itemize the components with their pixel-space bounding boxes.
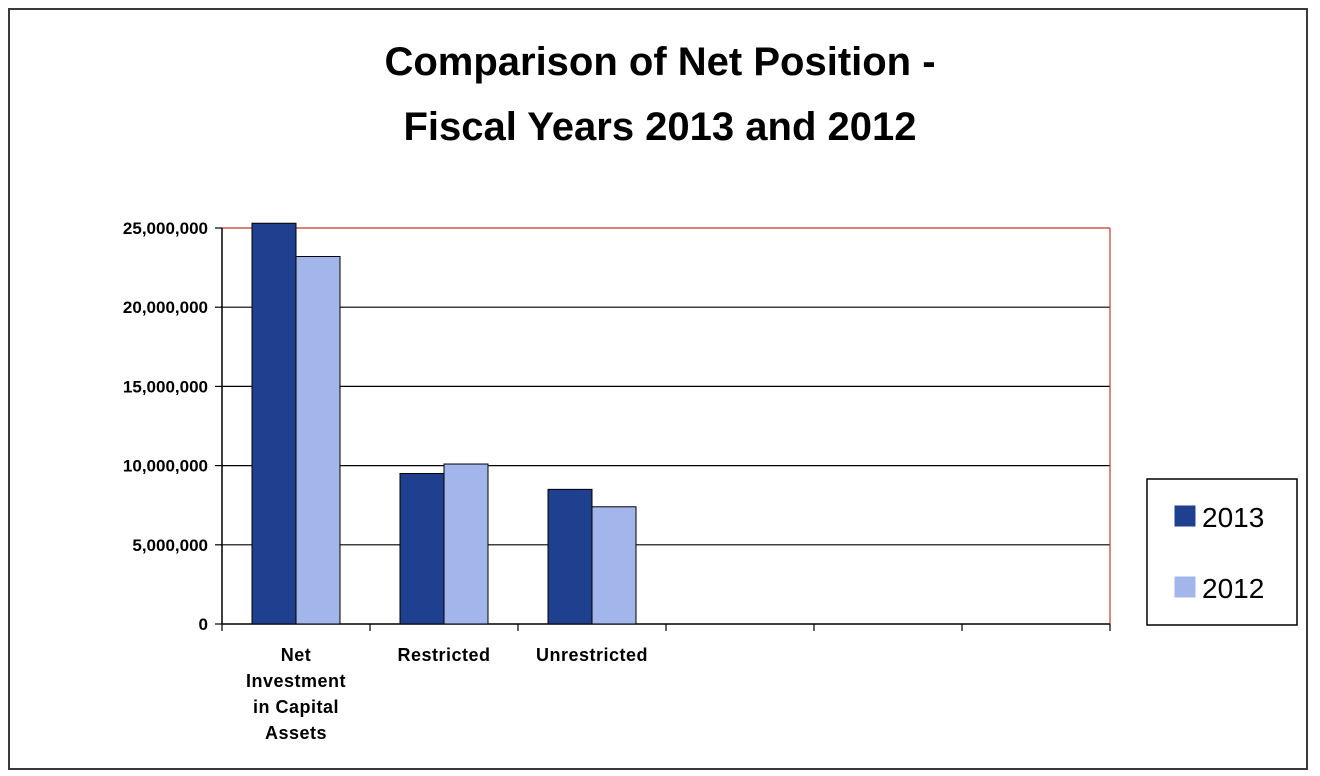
bar-2013 xyxy=(251,222,297,625)
y-tick-label: 10,000,000 xyxy=(123,457,208,476)
x-category-label: Investment xyxy=(246,671,346,691)
bar-2013 xyxy=(399,473,445,625)
y-tick-label: 15,000,000 xyxy=(123,377,208,396)
bar-2013 xyxy=(547,488,593,625)
legend-swatch-2013 xyxy=(1174,505,1196,527)
bar-2012 xyxy=(591,506,637,625)
bar-2012 xyxy=(443,463,489,625)
legend-swatch-2012 xyxy=(1174,576,1196,598)
legend-label: 2013 xyxy=(1202,502,1264,533)
x-category-label: Unrestricted xyxy=(536,645,648,665)
chart-frame xyxy=(8,8,1308,770)
legend-box xyxy=(1146,478,1298,626)
y-tick-label: 20,000,000 xyxy=(123,298,208,317)
x-category-label: Net xyxy=(281,645,312,665)
x-category-label: in Capital xyxy=(253,697,339,717)
chart-title-line: Fiscal Years 2013 and 2012 xyxy=(404,105,917,149)
chart-title-line: Comparison of Net Position - xyxy=(384,40,935,84)
x-category-label: Restricted xyxy=(397,645,490,665)
x-category-label: Assets xyxy=(265,723,327,743)
bar-2012 xyxy=(295,256,341,625)
y-tick-label: 5,000,000 xyxy=(132,536,208,555)
legend-label: 2012 xyxy=(1202,573,1264,604)
y-tick-label: 25,000,000 xyxy=(123,219,208,238)
y-tick-label: 0 xyxy=(199,615,208,634)
